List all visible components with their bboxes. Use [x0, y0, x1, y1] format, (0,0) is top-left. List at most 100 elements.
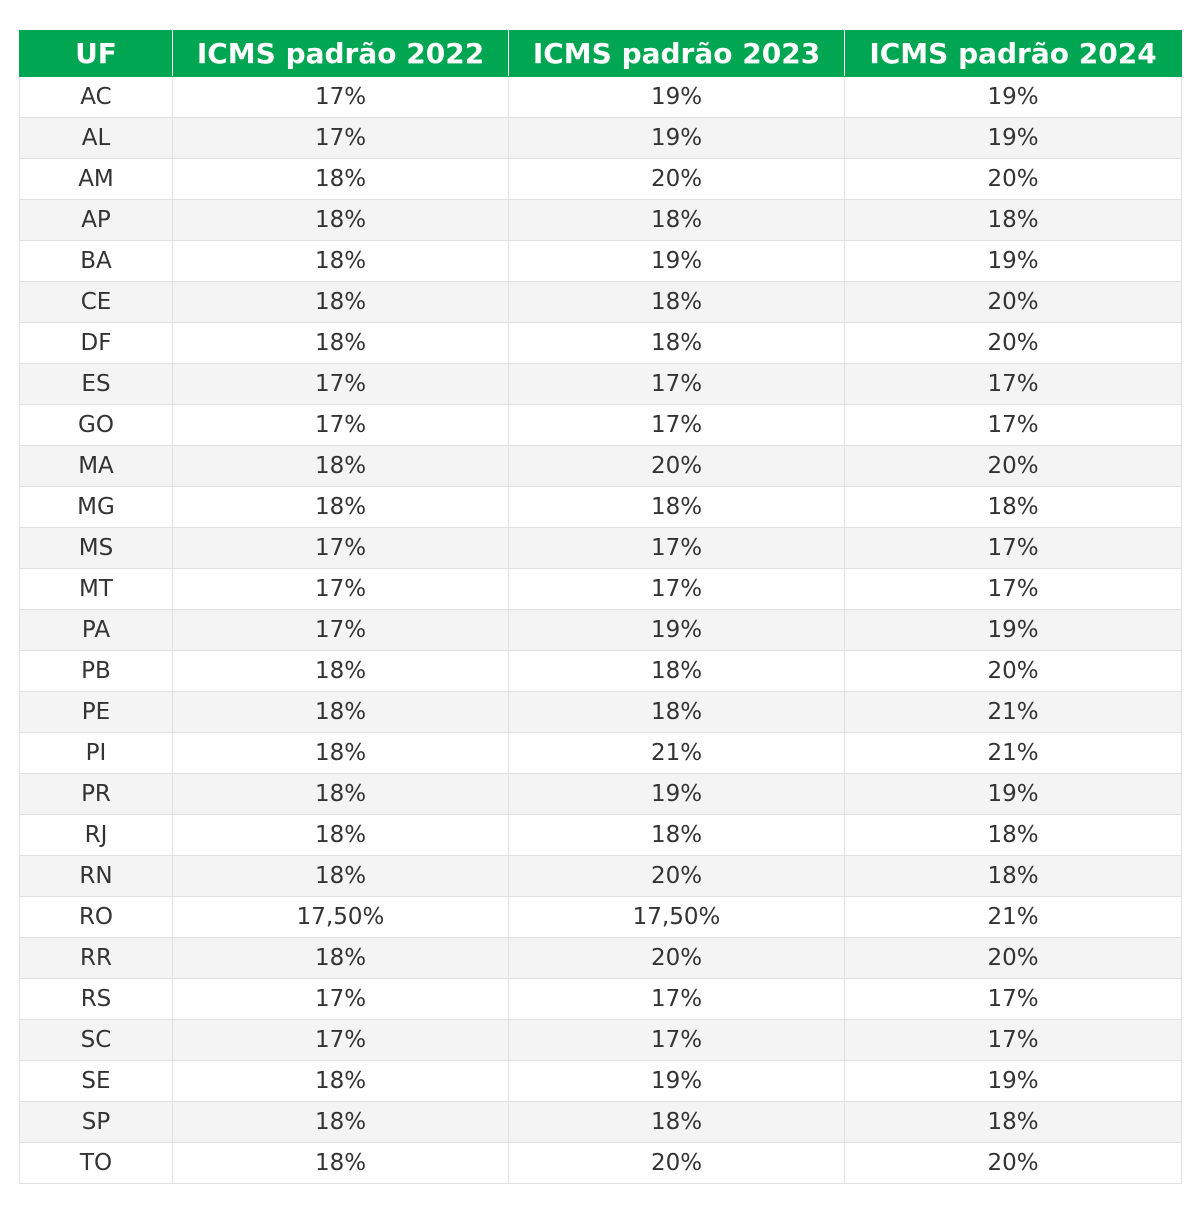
- cell-icms-2022: 18%: [172, 445, 509, 487]
- cell-uf: SC: [19, 1019, 173, 1061]
- table-row: BA 18% 19% 19%: [19, 240, 1182, 282]
- cell-uf: RJ: [19, 814, 173, 856]
- cell-icms-2024: 20%: [844, 1142, 1182, 1184]
- cell-icms-2022: 17%: [172, 363, 509, 405]
- cell-icms-2024: 20%: [844, 322, 1182, 364]
- cell-icms-2022: 18%: [172, 158, 509, 200]
- table-row: MG 18% 18% 18%: [19, 486, 1182, 528]
- cell-icms-2023: 18%: [508, 199, 845, 241]
- table-row: AP 18% 18% 18%: [19, 199, 1182, 241]
- cell-icms-2023: 18%: [508, 691, 845, 733]
- cell-uf: CE: [19, 281, 173, 323]
- icms-rates-table: UF ICMS padrão 2022 ICMS padrão 2023 ICM…: [19, 30, 1182, 1184]
- table-body: AC 17% 19% 19% AL 17% 19% 19% AM 18% 20% 20% AP 18% 18…: [19, 76, 1182, 1184]
- header-icms-2023: ICMS padrão 2023: [508, 30, 845, 77]
- cell-icms-2023: 20%: [508, 1142, 845, 1184]
- cell-icms-2023: 18%: [508, 281, 845, 323]
- table-row: GO 17% 17% 17%: [19, 404, 1182, 446]
- cell-icms-2023: 18%: [508, 486, 845, 528]
- cell-icms-2024: 20%: [844, 445, 1182, 487]
- cell-uf: MG: [19, 486, 173, 528]
- cell-icms-2022: 18%: [172, 1101, 509, 1143]
- cell-icms-2022: 17%: [172, 568, 509, 610]
- cell-uf: AP: [19, 199, 173, 241]
- cell-icms-2024: 17%: [844, 978, 1182, 1020]
- cell-uf: TO: [19, 1142, 173, 1184]
- table-row: RN 18% 20% 18%: [19, 855, 1182, 897]
- cell-icms-2024: 19%: [844, 240, 1182, 282]
- cell-uf: AM: [19, 158, 173, 200]
- cell-icms-2022: 18%: [172, 937, 509, 979]
- cell-icms-2023: 17%: [508, 363, 845, 405]
- cell-icms-2022: 17%: [172, 117, 509, 159]
- cell-icms-2024: 21%: [844, 732, 1182, 774]
- cell-icms-2022: 18%: [172, 486, 509, 528]
- cell-uf: PB: [19, 650, 173, 692]
- cell-uf: DF: [19, 322, 173, 364]
- table-row: AC 17% 19% 19%: [19, 76, 1182, 118]
- cell-icms-2022: 18%: [172, 1142, 509, 1184]
- cell-icms-2024: 19%: [844, 773, 1182, 815]
- cell-icms-2022: 18%: [172, 199, 509, 241]
- table-row: RO 17,50% 17,50% 21%: [19, 896, 1182, 938]
- table-row: SC 17% 17% 17%: [19, 1019, 1182, 1061]
- cell-uf: GO: [19, 404, 173, 446]
- table-row: PB 18% 18% 20%: [19, 650, 1182, 692]
- cell-icms-2022: 18%: [172, 855, 509, 897]
- cell-icms-2023: 20%: [508, 158, 845, 200]
- cell-icms-2023: 20%: [508, 937, 845, 979]
- cell-icms-2024: 17%: [844, 527, 1182, 569]
- cell-icms-2022: 18%: [172, 732, 509, 774]
- table-header: UF ICMS padrão 2022 ICMS padrão 2023 ICM…: [19, 30, 1182, 77]
- table-row: DF 18% 18% 20%: [19, 322, 1182, 364]
- table-row: AL 17% 19% 19%: [19, 117, 1182, 159]
- cell-icms-2024: 17%: [844, 363, 1182, 405]
- table-row: RS 17% 17% 17%: [19, 978, 1182, 1020]
- cell-icms-2024: 18%: [844, 199, 1182, 241]
- cell-uf: SE: [19, 1060, 173, 1102]
- cell-icms-2022: 18%: [172, 281, 509, 323]
- cell-icms-2024: 19%: [844, 76, 1182, 118]
- table-row: MS 17% 17% 17%: [19, 527, 1182, 569]
- cell-icms-2022: 18%: [172, 773, 509, 815]
- cell-icms-2022: 18%: [172, 814, 509, 856]
- cell-icms-2024: 19%: [844, 117, 1182, 159]
- cell-uf: RS: [19, 978, 173, 1020]
- cell-icms-2024: 19%: [844, 609, 1182, 651]
- cell-icms-2023: 19%: [508, 773, 845, 815]
- cell-icms-2024: 20%: [844, 937, 1182, 979]
- header-uf: UF: [19, 30, 173, 77]
- cell-icms-2022: 18%: [172, 650, 509, 692]
- cell-icms-2023: 17%: [508, 1019, 845, 1061]
- cell-icms-2022: 17%: [172, 609, 509, 651]
- cell-icms-2023: 20%: [508, 445, 845, 487]
- cell-icms-2024: 20%: [844, 281, 1182, 323]
- icms-table-container: UF ICMS padrão 2022 ICMS padrão 2023 ICM…: [19, 30, 1182, 1184]
- cell-icms-2023: 18%: [508, 322, 845, 364]
- table-row: MA 18% 20% 20%: [19, 445, 1182, 487]
- header-icms-2022: ICMS padrão 2022: [172, 30, 509, 77]
- table-row: SP 18% 18% 18%: [19, 1101, 1182, 1143]
- cell-uf: AL: [19, 117, 173, 159]
- cell-icms-2022: 17%: [172, 404, 509, 446]
- header-icms-2024: ICMS padrão 2024: [844, 30, 1182, 77]
- cell-icms-2023: 19%: [508, 1060, 845, 1102]
- table-row: RJ 18% 18% 18%: [19, 814, 1182, 856]
- table-row: PE 18% 18% 21%: [19, 691, 1182, 733]
- table-row: TO 18% 20% 20%: [19, 1142, 1182, 1184]
- cell-uf: SP: [19, 1101, 173, 1143]
- cell-icms-2023: 19%: [508, 76, 845, 118]
- cell-icms-2023: 20%: [508, 855, 845, 897]
- cell-uf: AC: [19, 76, 173, 118]
- cell-uf: BA: [19, 240, 173, 282]
- table-row: RR 18% 20% 20%: [19, 937, 1182, 979]
- cell-icms-2024: 17%: [844, 568, 1182, 610]
- cell-icms-2024: 18%: [844, 855, 1182, 897]
- table-row: SE 18% 19% 19%: [19, 1060, 1182, 1102]
- cell-icms-2023: 17%: [508, 404, 845, 446]
- cell-icms-2024: 18%: [844, 814, 1182, 856]
- cell-uf: PE: [19, 691, 173, 733]
- table-row: ES 17% 17% 17%: [19, 363, 1182, 405]
- cell-icms-2023: 19%: [508, 609, 845, 651]
- cell-icms-2022: 17%: [172, 76, 509, 118]
